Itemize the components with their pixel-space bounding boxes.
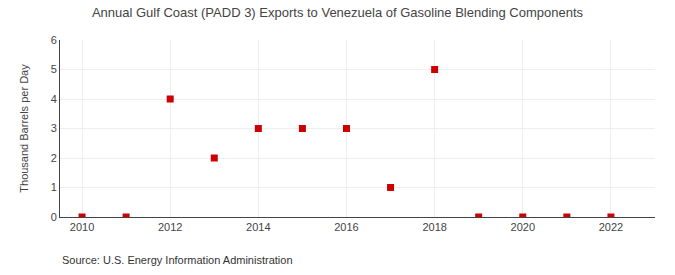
svg-text:2022: 2022 [599, 221, 623, 233]
svg-text:Annual Gulf Coast (PADD 3) Exp: Annual Gulf Coast (PADD 3) Exports to Ve… [92, 5, 584, 20]
svg-text:Source: U.S. Energy Informatio: Source: U.S. Energy Information Administ… [62, 254, 293, 266]
svg-text:2012: 2012 [158, 221, 182, 233]
svg-text:5: 5 [51, 63, 57, 75]
svg-text:2016: 2016 [334, 221, 358, 233]
svg-text:1: 1 [51, 181, 57, 193]
svg-text:4: 4 [51, 93, 57, 105]
svg-text:0: 0 [51, 211, 57, 223]
svg-text:Thousand Barrels per Day: Thousand Barrels per Day [18, 64, 30, 193]
svg-text:2014: 2014 [246, 221, 270, 233]
svg-text:6: 6 [51, 34, 57, 46]
svg-text:3: 3 [51, 122, 57, 134]
svg-text:2020: 2020 [511, 221, 535, 233]
svg-text:2: 2 [51, 152, 57, 164]
svg-text:2018: 2018 [422, 221, 446, 233]
svg-text:2010: 2010 [70, 221, 94, 233]
